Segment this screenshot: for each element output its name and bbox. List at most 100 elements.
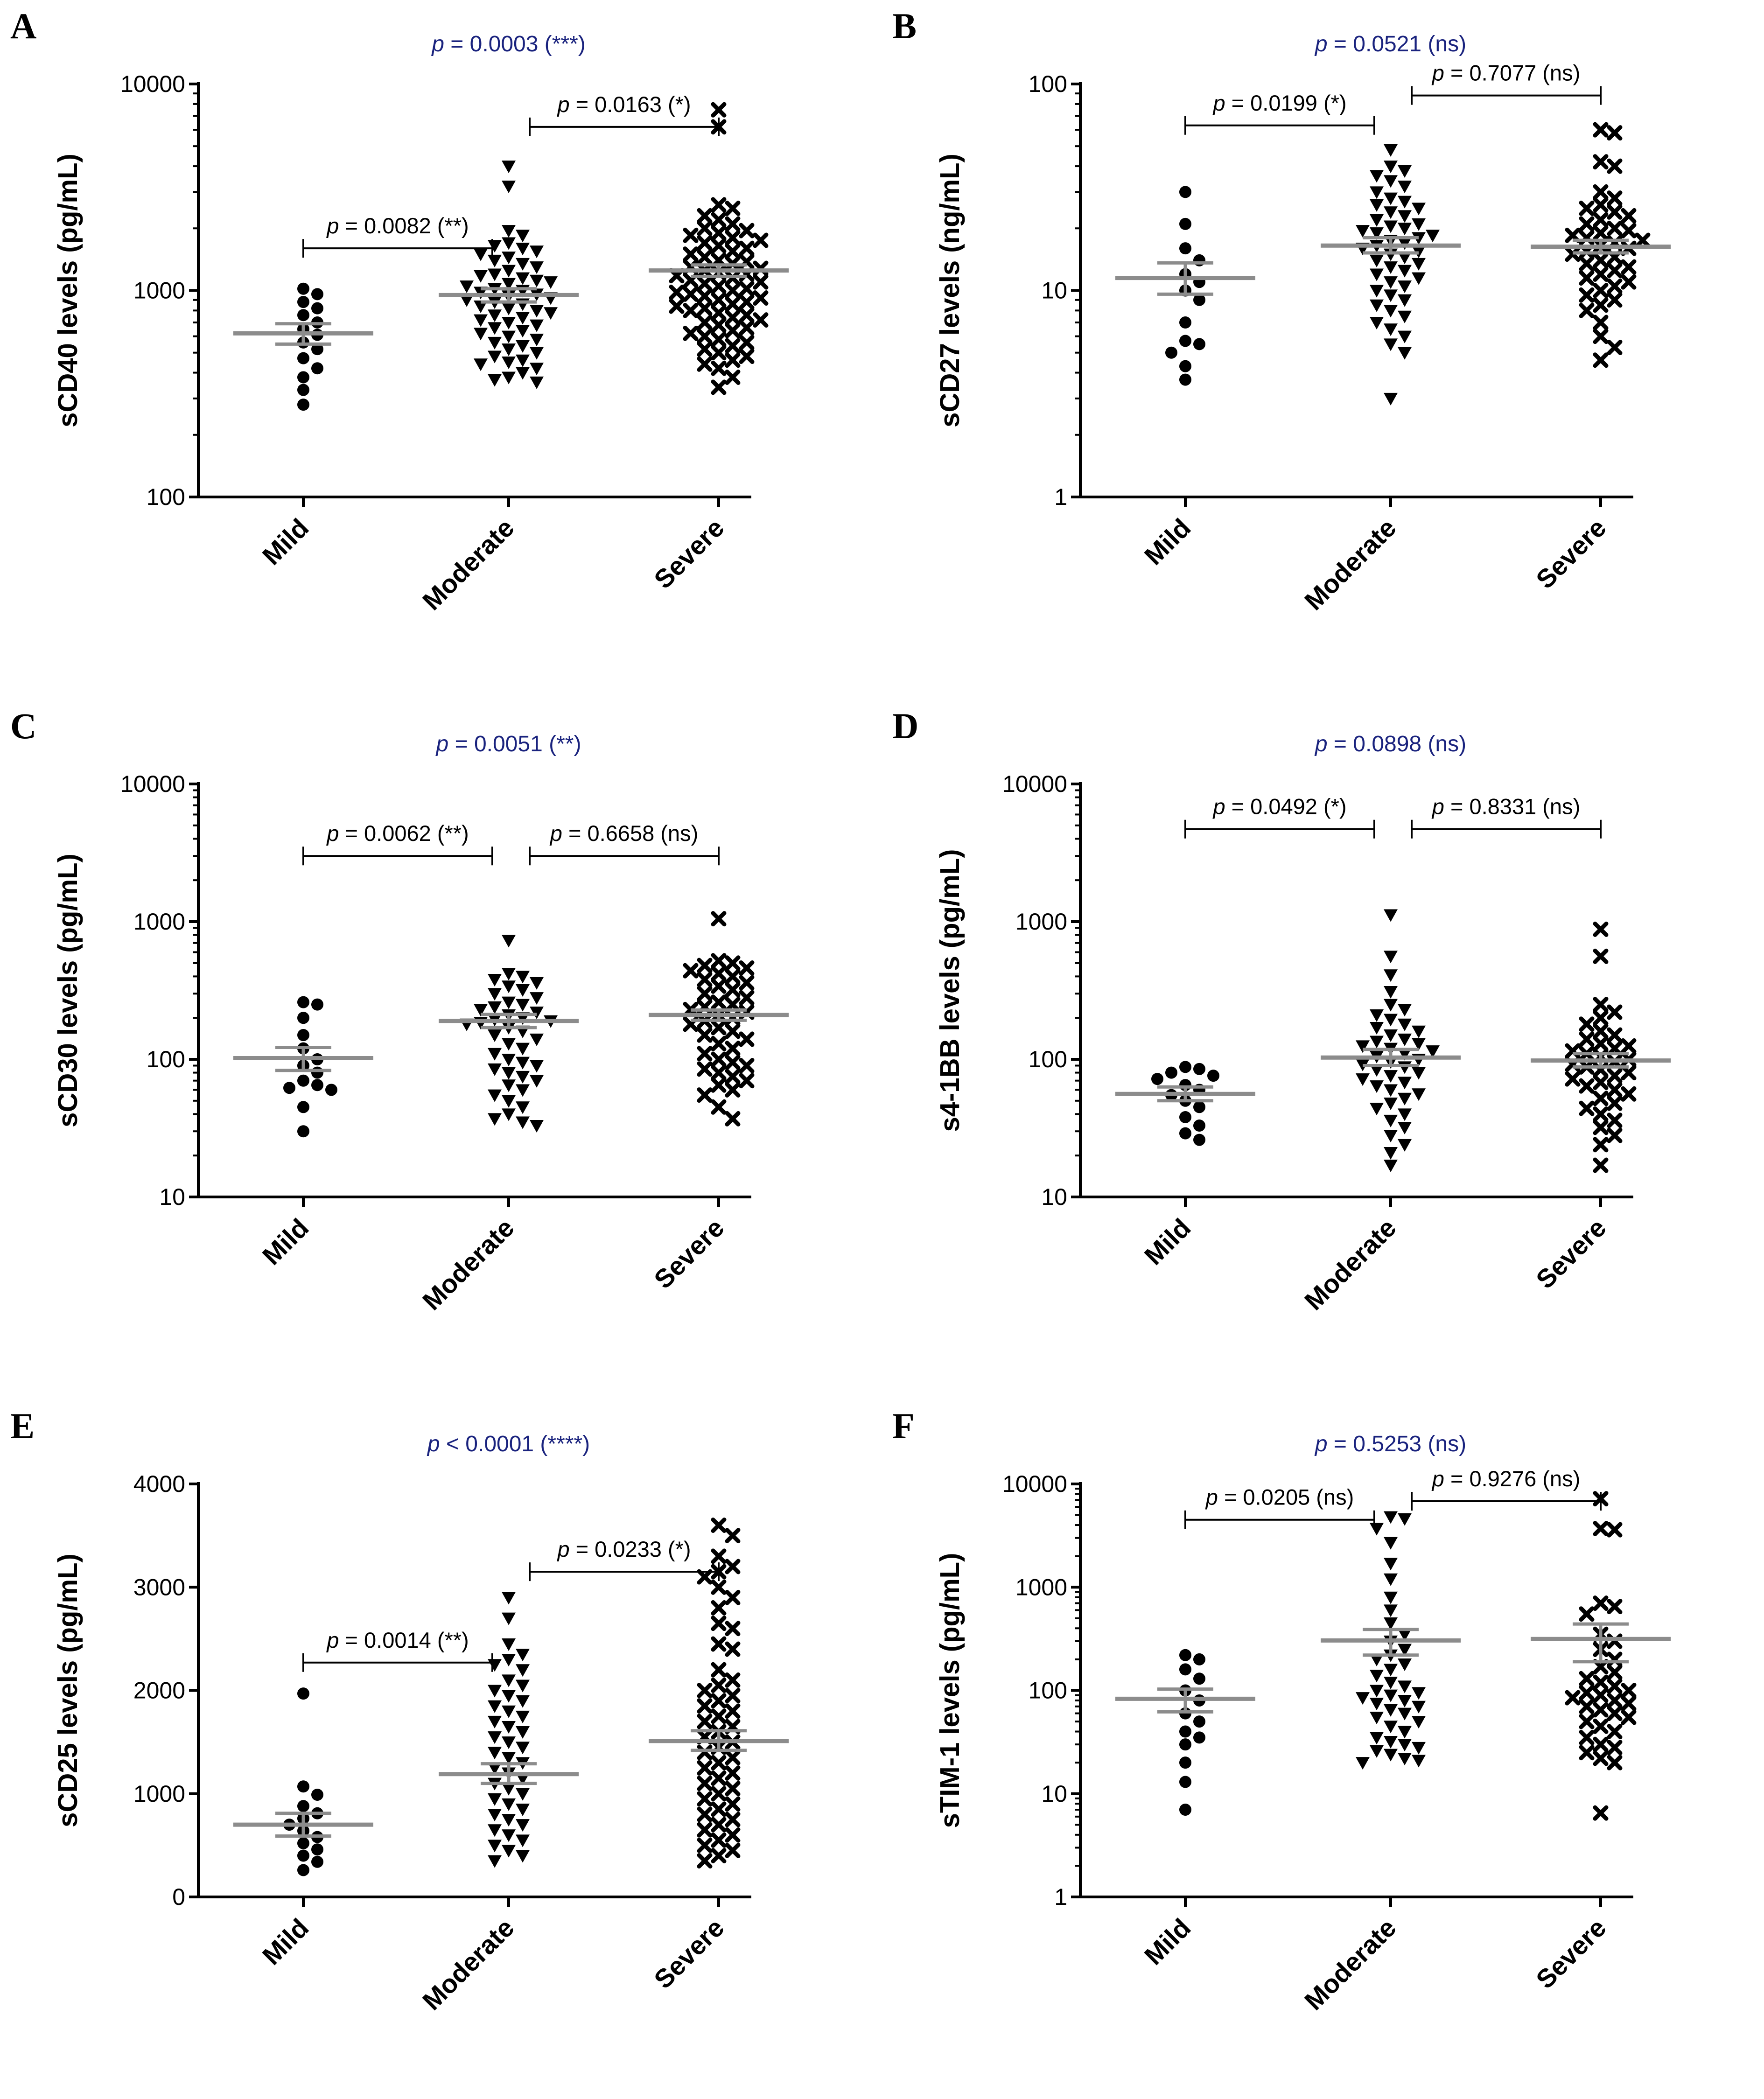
- data-point: [725, 338, 741, 354]
- x-category-label: Mild: [1139, 1213, 1197, 1271]
- comparison-bracket: [1411, 86, 1602, 105]
- data-point: [739, 294, 755, 310]
- data-point: [697, 276, 713, 292]
- data-point: [711, 911, 727, 927]
- overall-p-value: p = 0.0898 (ns): [1314, 732, 1466, 756]
- data-point: [502, 1690, 516, 1703]
- data-point: [1621, 1683, 1637, 1698]
- data-point: [725, 968, 741, 984]
- series-mild: [283, 996, 337, 1138]
- data-point: [1579, 1078, 1595, 1094]
- series-moderate: [1356, 1511, 1426, 1770]
- data-point: [725, 1641, 741, 1657]
- data-point: [488, 309, 502, 322]
- data-point: [325, 1084, 337, 1096]
- data-point: [283, 1082, 295, 1094]
- data-point: [1621, 223, 1637, 238]
- data-point: [502, 1612, 516, 1625]
- data-point: [1607, 204, 1623, 220]
- data-point: [297, 1800, 309, 1812]
- data-point: [1593, 154, 1609, 170]
- data-point: [697, 1837, 713, 1853]
- data-point: [1179, 1738, 1191, 1751]
- p-value-text: = 0.0492 (*): [1225, 794, 1347, 819]
- y-tick-label: 100: [147, 484, 185, 510]
- data-point: [1565, 1690, 1581, 1706]
- data-point: [1179, 242, 1191, 255]
- data-point: [1412, 272, 1426, 285]
- data-point: [1593, 997, 1609, 1013]
- panel-letter: C: [10, 706, 36, 746]
- pairwise-p-value: p = 0.0205 (ns): [1205, 1485, 1354, 1510]
- data-point: [460, 294, 474, 307]
- data-point: [739, 349, 755, 364]
- data-point: [1607, 1004, 1623, 1020]
- x-category-label: Moderate: [1299, 1913, 1402, 2016]
- data-point: [488, 1089, 502, 1102]
- data-point: [530, 334, 544, 347]
- data-point: [1593, 1157, 1609, 1173]
- data-point: [725, 1765, 741, 1781]
- data-point: [711, 978, 727, 994]
- data-point: [474, 248, 488, 261]
- data-point: [502, 343, 516, 357]
- data-point: [1384, 392, 1398, 406]
- data-point: [1370, 1523, 1384, 1536]
- data-point: [1579, 216, 1595, 232]
- data-point: [1579, 270, 1595, 286]
- overall-p-value: p = 0.0003 (***): [431, 32, 586, 56]
- data-point: [697, 315, 713, 330]
- data-point: [311, 1855, 323, 1868]
- y-tick-label: 1000: [133, 278, 185, 304]
- data-point: [1370, 1064, 1384, 1077]
- y-tick-label: 0: [172, 1884, 185, 1910]
- data-point: [669, 298, 685, 314]
- data-point: [1621, 1709, 1637, 1725]
- data-point: [1579, 302, 1595, 318]
- data-point: [1579, 1606, 1595, 1622]
- x-category-label: Severe: [1530, 1213, 1611, 1294]
- data-point: [711, 1770, 727, 1786]
- data-point: [502, 265, 516, 278]
- data-point: [1370, 1685, 1384, 1698]
- data-point: [711, 1801, 727, 1817]
- data-point: [488, 1809, 502, 1821]
- data-point: [502, 1736, 516, 1749]
- data-point: [1398, 1061, 1412, 1074]
- data-point: [1398, 180, 1412, 193]
- data-point: [297, 309, 309, 322]
- data-point: [725, 982, 741, 998]
- p-value-text: = 0.0082 (**): [339, 213, 469, 238]
- data-point: [1593, 315, 1609, 330]
- data-point: [711, 1848, 727, 1863]
- data-point: [697, 1698, 713, 1714]
- data-point: [725, 230, 741, 246]
- data-point: [516, 1695, 530, 1708]
- data-point: [530, 1060, 544, 1073]
- data-point: [502, 356, 516, 369]
- data-point: [725, 309, 741, 325]
- data-point: [1370, 1732, 1384, 1745]
- data-point: [725, 1827, 741, 1843]
- data-point: [1384, 951, 1398, 964]
- data-point: [1607, 1082, 1623, 1098]
- data-point: [1426, 230, 1440, 243]
- data-point: [711, 1036, 727, 1051]
- data-point: [1607, 190, 1623, 206]
- p-symbol: p: [1212, 91, 1225, 115]
- data-point: [1356, 1757, 1370, 1770]
- data-point: [697, 301, 713, 316]
- data-point: [1384, 276, 1398, 289]
- data-point: [516, 1819, 530, 1832]
- data-point: [502, 996, 516, 1009]
- data-point: [1607, 1755, 1623, 1770]
- data-point: [725, 352, 741, 368]
- data-point: [711, 1077, 727, 1093]
- y-tick-label: 10: [1041, 278, 1067, 304]
- x-category-label: Severe: [648, 513, 729, 594]
- data-point: [711, 966, 727, 981]
- data-point: [1384, 1664, 1398, 1677]
- y-axis-label: sCD30 levels (pg/mL): [53, 854, 83, 1127]
- data-point: [1370, 214, 1384, 227]
